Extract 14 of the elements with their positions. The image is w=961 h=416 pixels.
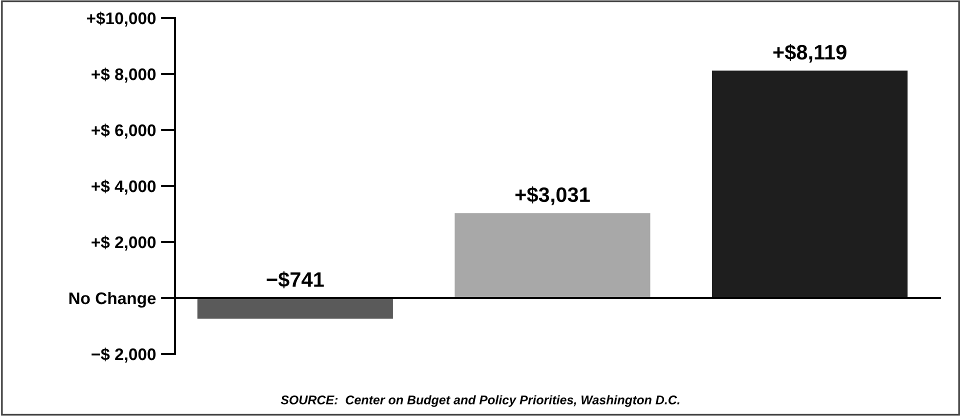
data-label: −$741 — [266, 271, 324, 288]
bar — [712, 70, 908, 298]
y-tick-label: No Change — [69, 292, 156, 308]
y-tick-label: +$ 4,000 — [92, 180, 156, 195]
y-tick-label: +$10,000 — [86, 12, 156, 27]
bar — [197, 298, 393, 319]
y-tick-label: +$ 6,000 — [92, 124, 156, 139]
y-tick-label: +$ 2,000 — [92, 236, 156, 251]
bar — [454, 213, 650, 298]
source-note: SOURCE: Center on Budget and Policy Priorities, Washington D.C. — [280, 395, 680, 407]
y-tick-label: +$ 8,000 — [92, 68, 156, 83]
data-label: +$3,031 — [515, 186, 590, 206]
y-tick-label: −$ 2,000 — [92, 348, 156, 363]
data-label: +$8,119 — [773, 44, 846, 63]
